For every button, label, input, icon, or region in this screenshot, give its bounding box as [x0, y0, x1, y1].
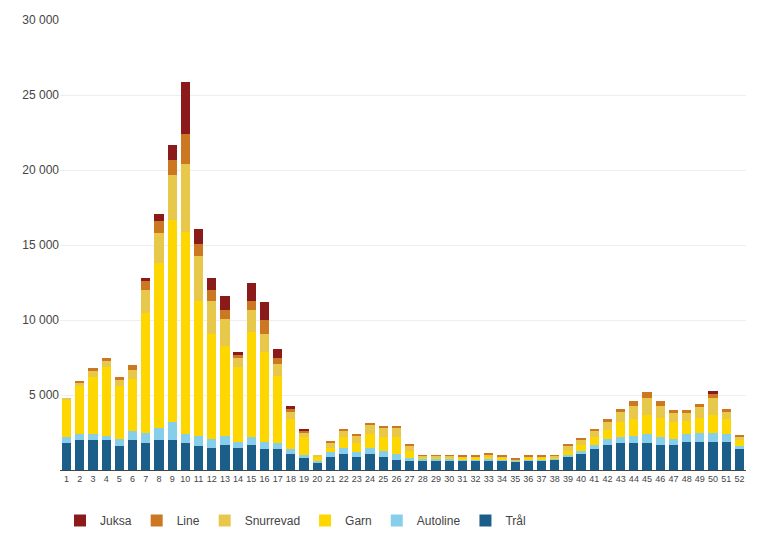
svg-text:23: 23	[352, 474, 362, 484]
svg-text:8: 8	[156, 474, 161, 484]
svg-text:11: 11	[194, 474, 203, 484]
svg-text:27: 27	[405, 474, 415, 484]
svg-text:34: 34	[497, 474, 507, 484]
svg-text:28: 28	[418, 474, 428, 484]
svg-text:30 000: 30 000	[22, 13, 59, 27]
svg-text:42: 42	[602, 474, 612, 484]
svg-text:49: 49	[695, 474, 705, 484]
svg-text:16: 16	[259, 474, 269, 484]
svg-text:26: 26	[391, 474, 401, 484]
svg-text:3: 3	[90, 474, 95, 484]
svg-text:Snurrevad: Snurrevad	[245, 514, 300, 528]
svg-text:22: 22	[339, 474, 349, 484]
svg-text:33: 33	[484, 474, 494, 484]
svg-text:48: 48	[682, 474, 692, 484]
svg-text:47: 47	[668, 474, 678, 484]
svg-text:Trål: Trål	[505, 514, 525, 528]
svg-text:44: 44	[629, 474, 639, 484]
svg-text:Autoline: Autoline	[417, 514, 461, 528]
svg-text:9: 9	[170, 474, 175, 484]
svg-text:39: 39	[563, 474, 573, 484]
svg-text:6: 6	[130, 474, 135, 484]
svg-text:Line: Line	[177, 514, 200, 528]
svg-text:15 000: 15 000	[22, 238, 59, 252]
svg-text:37: 37	[537, 474, 547, 484]
svg-text:51: 51	[721, 474, 731, 484]
svg-text:20: 20	[312, 474, 322, 484]
svg-text:41: 41	[589, 474, 599, 484]
svg-text:13: 13	[220, 474, 230, 484]
svg-text:7: 7	[143, 474, 148, 484]
svg-text:38: 38	[550, 474, 560, 484]
svg-text:20 000: 20 000	[22, 163, 59, 177]
svg-text:30: 30	[444, 474, 454, 484]
svg-text:10: 10	[180, 474, 190, 484]
svg-text:35: 35	[510, 474, 520, 484]
svg-text:Garn: Garn	[345, 514, 372, 528]
svg-text:43: 43	[616, 474, 626, 484]
svg-text:25: 25	[378, 474, 388, 484]
svg-text:29: 29	[431, 474, 441, 484]
svg-text:Juksa: Juksa	[100, 514, 132, 528]
svg-text:1: 1	[64, 474, 69, 484]
svg-text:5 000: 5 000	[29, 388, 59, 402]
svg-text:24: 24	[365, 474, 375, 484]
svg-text:4: 4	[104, 474, 109, 484]
svg-text:46: 46	[655, 474, 665, 484]
svg-text:50: 50	[708, 474, 718, 484]
svg-text:31: 31	[457, 474, 467, 484]
svg-text:45: 45	[642, 474, 652, 484]
svg-text:36: 36	[523, 474, 533, 484]
svg-text:12: 12	[207, 474, 217, 484]
svg-text:5: 5	[117, 474, 122, 484]
svg-text:19: 19	[299, 474, 309, 484]
svg-text:15: 15	[246, 474, 256, 484]
svg-text:10 000: 10 000	[22, 313, 59, 327]
svg-text:2: 2	[77, 474, 82, 484]
svg-text:25 000: 25 000	[22, 88, 59, 102]
svg-text:32: 32	[471, 474, 481, 484]
svg-text:18: 18	[286, 474, 296, 484]
svg-text:17: 17	[273, 474, 283, 484]
svg-text:21: 21	[325, 474, 335, 484]
svg-text:52: 52	[734, 474, 744, 484]
svg-text:40: 40	[576, 474, 586, 484]
svg-text:14: 14	[233, 474, 243, 484]
